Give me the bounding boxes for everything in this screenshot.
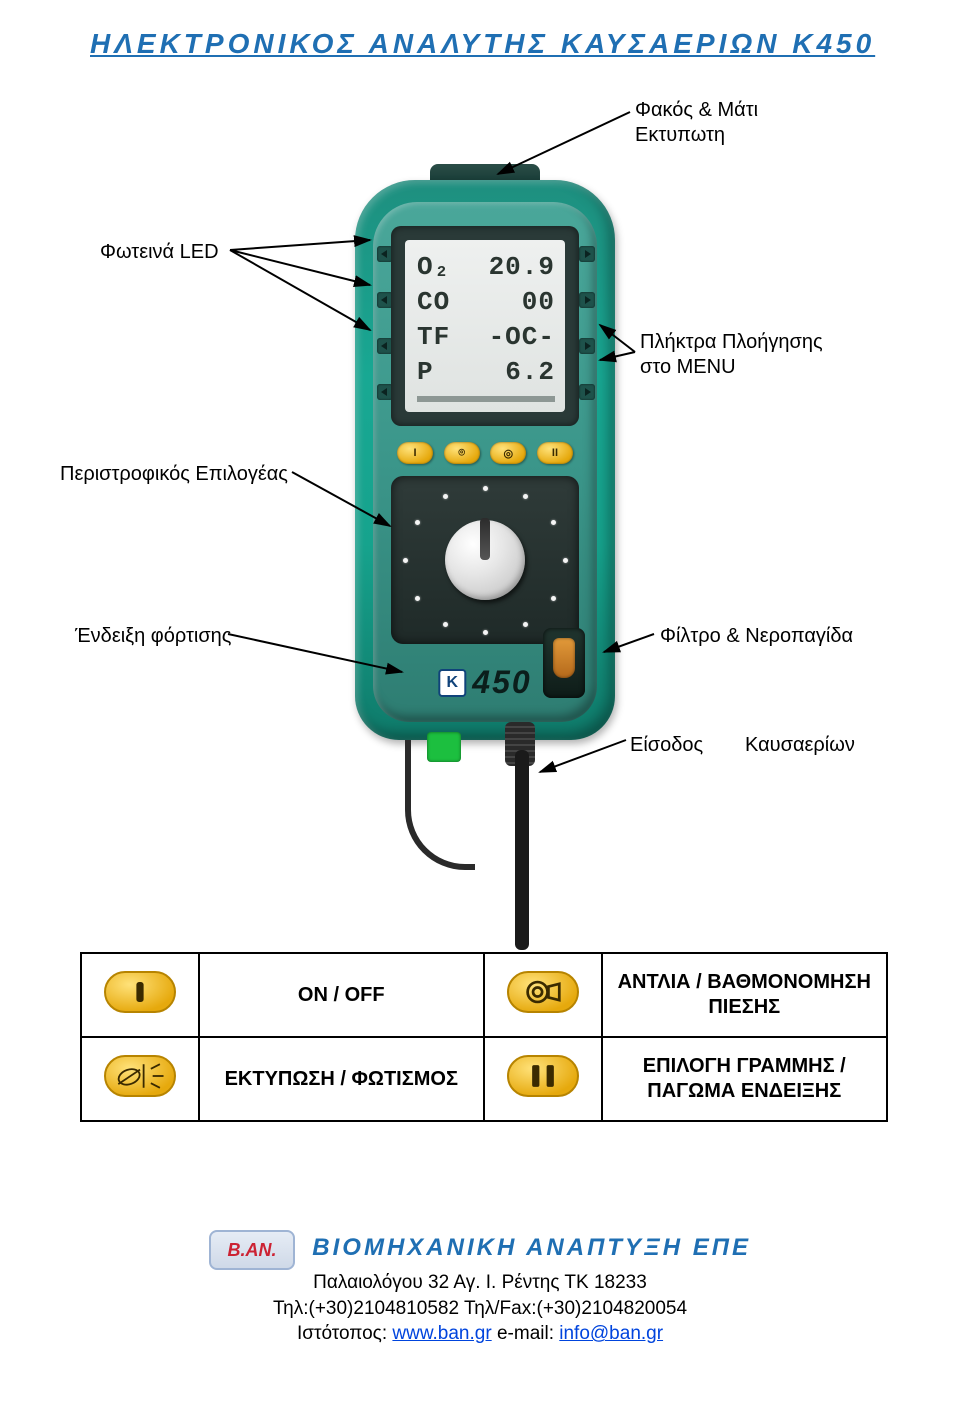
label-nav: Πλήκτρα Πλοήγησης στο MENU xyxy=(640,330,823,380)
power-button[interactable]: I xyxy=(397,442,433,464)
label-lens-eye: Φακός & Μάτι Εκτυπωτη xyxy=(635,98,758,148)
pause-icon xyxy=(507,1055,579,1097)
model-area: K 450 xyxy=(438,664,531,701)
screen-row: TF -OC- xyxy=(417,320,555,355)
dial-mark xyxy=(551,520,556,525)
legend-text: ON / OFF xyxy=(199,953,484,1037)
brand-logo-icon: K xyxy=(438,669,466,697)
pause-button[interactable]: II xyxy=(537,442,573,464)
footer-line-1: ΒΙΟΜΗΧΑΝΙΚΗ ΑΝΑΠΤΥΞΗ ΕΠΕ xyxy=(0,1230,960,1270)
screen-row: CO 00 xyxy=(417,285,555,320)
screen-bar xyxy=(417,396,555,402)
dial-panel xyxy=(391,476,579,644)
on-off-icon xyxy=(104,971,176,1013)
cable-left xyxy=(405,740,475,870)
screen-value: 6.2 xyxy=(505,355,555,390)
model-number: 450 xyxy=(472,664,531,701)
screen-bezel: O₂ 20.9 CO 00 TF -OC- P 6.2 xyxy=(391,226,579,426)
table-row: ON / OFF ΑΝΤΛΙΑ / ΒΑΘΜΟΝΟΜΗΣΗ ΠΙΕΣΗΣ xyxy=(81,953,887,1037)
nav-right-2[interactable] xyxy=(579,292,595,308)
print-light-icon xyxy=(104,1055,176,1097)
dial-mark xyxy=(523,494,528,499)
site-prefix: Ιστότοπος: xyxy=(297,1323,392,1344)
screen-key: TF xyxy=(417,320,461,355)
footer: ΒΙΟΜΗΧΑΝΙΚΗ ΑΝΑΠΤΥΞΗ ΕΠΕ Παλαιολόγου 32 … xyxy=(0,1230,960,1347)
company-name: ΒΙΟΜΗΧΑΝΙΚΗ ΑΝΑΠΤΥΞΗ ΕΠΕ xyxy=(312,1234,751,1261)
legend-text: ΕΠΙΛΟΓΗ ΓΡΑΜΜΗΣ / ΠΑΓΩΜΑ ΕΝΔΕΙΞΗΣ xyxy=(602,1037,887,1121)
dial-mark xyxy=(415,596,420,601)
device: O₂ 20.9 CO 00 TF -OC- P 6.2 I ⌾ ◎ II xyxy=(355,180,615,740)
nav-right-1[interactable] xyxy=(579,246,595,262)
screen-value: 20.9 xyxy=(489,250,555,285)
cable-black xyxy=(515,750,529,950)
label-led: Φωτεινά LED xyxy=(100,240,219,265)
footer-web: Ιστότοπος: www.ban.gr e-mail: info@ban.g… xyxy=(0,1321,960,1347)
screen-row: P 6.2 xyxy=(417,355,555,390)
email-link[interactable]: info@ban.gr xyxy=(559,1323,663,1344)
table-row: ΕΚΤΥΠΩΣΗ / ΦΩΤΙΣΜΟΣ ΕΠΙΛΟΓΗ ΓΡΑΜΜΗΣ / ΠΑ… xyxy=(81,1037,887,1121)
screen-key: O₂ xyxy=(417,250,461,285)
yellow-button-row: I ⌾ ◎ II xyxy=(397,442,573,464)
screen: O₂ 20.9 CO 00 TF -OC- P 6.2 xyxy=(405,240,565,412)
dial-mark xyxy=(403,558,408,563)
diagram-area: Φακός & Μάτι Εκτυπωτη Φωτεινά LED Πλήκτρ… xyxy=(0,70,960,940)
nav-right-4[interactable] xyxy=(579,384,595,400)
label-filter: Φίλτρο & Νεροπαγίδα xyxy=(660,624,853,649)
rotary-dial[interactable] xyxy=(445,520,525,600)
pump-button[interactable]: ◎ xyxy=(490,442,526,464)
mail-prefix: e-mail: xyxy=(492,1323,560,1344)
dial-mark xyxy=(483,486,488,491)
filter-window xyxy=(543,628,585,698)
pump-icon xyxy=(507,971,579,1013)
legend-icon-cell xyxy=(81,1037,199,1121)
legend-text: ΑΝΤΛΙΑ / ΒΑΘΜΟΝΟΜΗΣΗ ΠΙΕΣΗΣ xyxy=(602,953,887,1037)
legend-icon-cell xyxy=(484,953,602,1037)
footer-phones: Τηλ:(+30)2104810582 Τηλ/Fax:(+30)2104820… xyxy=(0,1296,960,1322)
legend-icon-cell xyxy=(81,953,199,1037)
label-inlet-b: Καυσαερίων xyxy=(745,733,855,758)
page-title: ΗΛΕΚΤΡΟΝΙΚΟΣ ΑΝΑΛΥΤΗΣ ΚΑΥΣΑΕΡΙΩΝ K450 xyxy=(90,28,875,60)
screen-row: O₂ 20.9 xyxy=(417,250,555,285)
dial-mark xyxy=(443,494,448,499)
legend-table: ON / OFF ΑΝΤΛΙΑ / ΒΑΘΜΟΝΟΜΗΣΗ ΠΙΕΣΗΣ ΕΚΤ… xyxy=(80,952,888,1122)
legend-text: ΕΚΤΥΠΩΣΗ / ΦΩΤΙΣΜΟΣ xyxy=(199,1037,484,1121)
filter-vial xyxy=(553,638,575,678)
screen-value: -OC- xyxy=(489,320,555,355)
dial-mark xyxy=(415,520,420,525)
print-light-button[interactable]: ⌾ xyxy=(444,442,480,464)
website-link[interactable]: www.ban.gr xyxy=(392,1323,491,1344)
ban-logo-icon xyxy=(209,1230,295,1270)
dial-mark xyxy=(563,558,568,563)
dial-mark xyxy=(443,622,448,627)
dial-mark xyxy=(483,630,488,635)
dial-mark xyxy=(523,622,528,627)
nav-right-3[interactable] xyxy=(579,338,595,354)
label-charge: Ένδειξη φόρτισης xyxy=(75,624,231,649)
label-rotary: Περιστροφικός Επιλογέας xyxy=(60,462,288,487)
screen-value: 00 xyxy=(522,285,555,320)
dial-mark xyxy=(551,596,556,601)
screen-key: P xyxy=(417,355,461,390)
legend-icon-cell xyxy=(484,1037,602,1121)
footer-address: Παλαιολόγου 32 Αγ. Ι. Ρέντης ΤΚ 18233 xyxy=(0,1270,960,1296)
screen-key: CO xyxy=(417,285,461,320)
label-inlet-a: Είσοδος xyxy=(630,733,703,758)
